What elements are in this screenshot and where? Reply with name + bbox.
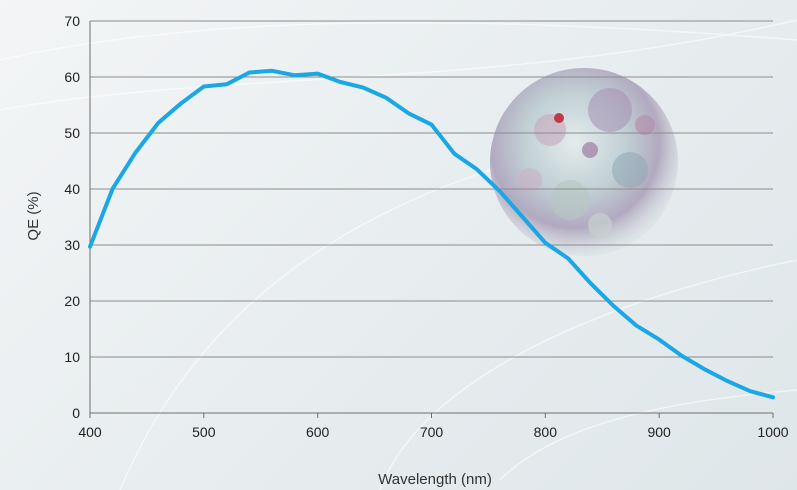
- x-tick-labels: 400 500 600 700 800 900 1000: [78, 424, 788, 440]
- x-tick-label: 700: [420, 424, 444, 440]
- y-tick-label: 70: [64, 13, 80, 29]
- x-tick-label: 900: [647, 424, 671, 440]
- x-tick-label: 1000: [757, 424, 788, 440]
- axes: [89, 21, 774, 418]
- y-axis-title: QE (%): [25, 191, 42, 240]
- y-tick-label: 0: [72, 405, 80, 421]
- y-tick-label: 20: [64, 293, 80, 309]
- x-axis-title: Wavelength (nm): [378, 471, 492, 488]
- gridlines: [90, 20, 773, 358]
- y-tick-label: 30: [64, 237, 80, 253]
- y-tick-label: 40: [64, 181, 80, 197]
- y-tick-label: 10: [64, 349, 80, 365]
- x-tick-label: 500: [192, 424, 216, 440]
- x-tick-label: 600: [306, 424, 330, 440]
- x-tick-label: 400: [78, 424, 102, 440]
- x-tick-label: 800: [534, 424, 558, 440]
- y-tick-label: 60: [64, 69, 80, 85]
- y-tick-labels: 0 10 20 30 40 50 60 70: [64, 13, 80, 421]
- background-swirls: [0, 19, 797, 490]
- cell-sphere-image: [490, 68, 678, 256]
- y-tick-label: 50: [64, 125, 80, 141]
- series-line-qe: [88, 68, 775, 400]
- series-lines: [88, 68, 775, 400]
